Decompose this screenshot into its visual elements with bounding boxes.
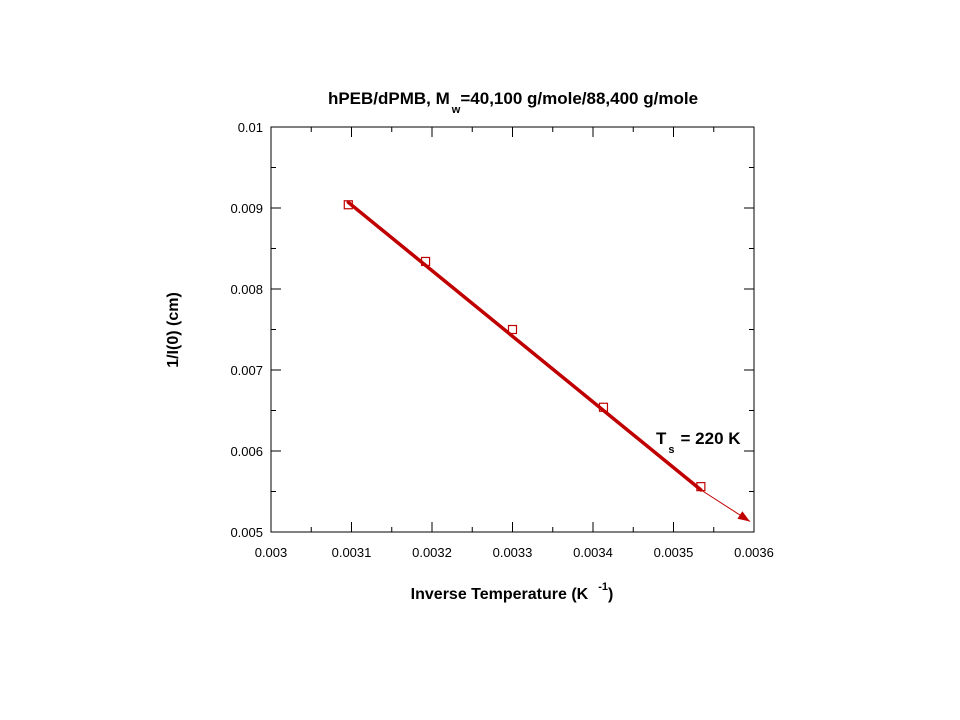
axis-ticks xyxy=(270,126,755,533)
x-axis-label-close: ) xyxy=(608,586,613,603)
y-axis-label: 1/I(0) (cm) xyxy=(165,292,182,368)
chart-title-rest: =40,100 g/mole/88,400 g/mole xyxy=(460,89,698,108)
x-tick-label: 0.0031 xyxy=(332,545,372,560)
data-points xyxy=(343,200,706,492)
x-axis-label-main: Inverse Temperature (K xyxy=(411,586,589,603)
data-point xyxy=(420,256,431,267)
x-tick-label: 0.0035 xyxy=(654,545,694,560)
annotation-rest: = 220 K xyxy=(681,429,742,448)
data-point xyxy=(507,324,518,335)
data-point xyxy=(598,402,609,412)
data-point xyxy=(343,200,353,210)
chart-title-subscript: w xyxy=(451,104,461,116)
x-axis-label-superscript: -1 xyxy=(598,581,608,593)
fit-line xyxy=(346,200,703,492)
x-tick-label: 0.0036 xyxy=(734,545,774,560)
spinodal-temperature-annotation: Ts = 220 K xyxy=(656,429,741,456)
annotation-main: T xyxy=(656,429,667,448)
x-tick-label: 0.0034 xyxy=(573,545,613,560)
chart-title-main: hPEB/dPMB, M xyxy=(328,89,450,108)
annotation-subscript: s xyxy=(668,444,674,456)
plot-frame xyxy=(270,126,755,533)
chart-title: hPEB/dPMB, Mw=40,100 g/mole/88,400 g/mol… xyxy=(328,89,698,116)
y-tick-label: 0.005 xyxy=(230,525,263,540)
x-tick-labels: 0.003 0.0031 0.0032 0.0033 0.0034 0.0035 0.003… xyxy=(255,545,774,560)
y-tick-label: 0.01 xyxy=(238,120,263,135)
x-tick-label: 0.003 xyxy=(255,545,288,560)
y-tick-labels: 0.005 0.006 0.007 0.008 0.009 0.01 xyxy=(230,120,263,540)
y-tick-label: 0.007 xyxy=(230,363,263,378)
y-tick-label: 0.009 xyxy=(230,201,263,216)
x-tick-label: 0.0033 xyxy=(493,545,533,560)
data-point xyxy=(696,482,706,492)
x-tick-label: 0.0032 xyxy=(412,545,452,560)
arrow-head xyxy=(737,511,750,522)
x-axis-label: Inverse Temperature (K -1) xyxy=(411,581,614,603)
y-tick-label: 0.008 xyxy=(230,282,263,297)
y-tick-label: 0.006 xyxy=(230,444,263,459)
